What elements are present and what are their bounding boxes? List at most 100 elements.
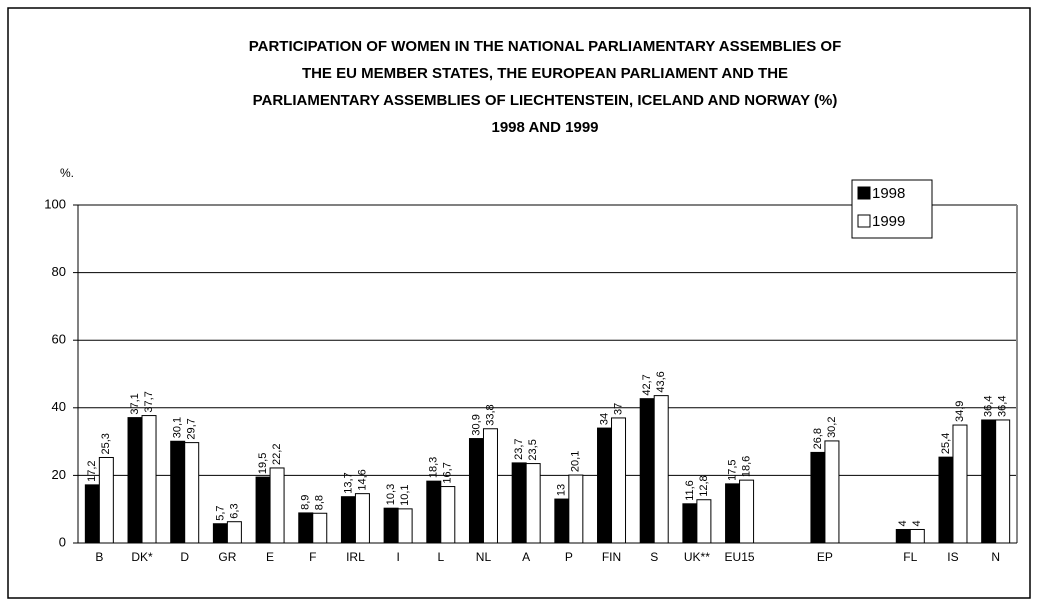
value-label: 22,2 — [271, 444, 283, 465]
x-tick-label: UK** — [684, 550, 710, 564]
y-tick-label: 0 — [59, 534, 66, 549]
value-label: 4 — [897, 520, 909, 526]
value-label: 5,7 — [214, 505, 226, 520]
chart-title: PARTICIPATION OF WOMEN IN THE NATIONAL P… — [249, 38, 842, 55]
bar — [298, 512, 314, 544]
x-tick-label: FL — [903, 550, 917, 564]
x-tick-label: B — [95, 550, 103, 564]
value-label: 33,8 — [484, 404, 496, 425]
x-tick-label: I — [396, 550, 399, 564]
bar — [568, 474, 584, 544]
x-tick-label: IRL — [346, 550, 365, 564]
y-tick-label: 20 — [52, 467, 66, 482]
value-label: 26,8 — [812, 428, 824, 449]
value-label: 34 — [598, 413, 610, 425]
value-label: 18,6 — [740, 456, 752, 477]
y-tick-label: 80 — [52, 264, 66, 279]
bar — [226, 521, 242, 544]
x-tick-label: NL — [476, 550, 492, 564]
bar — [696, 499, 712, 544]
x-tick-label: E — [266, 550, 274, 564]
value-label: 16,7 — [442, 462, 454, 483]
bar — [184, 442, 200, 544]
bar — [725, 483, 741, 544]
value-label: 10,3 — [385, 484, 397, 505]
bar — [269, 467, 285, 544]
value-label: 4 — [911, 520, 923, 526]
bar — [981, 419, 997, 544]
bar — [952, 424, 968, 544]
y-tick-label: 100 — [44, 196, 66, 211]
bar — [611, 417, 627, 544]
bar — [554, 498, 570, 544]
legend-label: 1998 — [872, 185, 905, 202]
value-label: 6,3 — [228, 503, 240, 518]
value-label: 19,5 — [257, 453, 269, 474]
chart-title: THE EU MEMBER STATES, THE EUROPEAN PARLI… — [302, 65, 788, 82]
value-label: 25,4 — [940, 433, 952, 454]
bar — [739, 479, 755, 544]
value-label: 12,8 — [698, 475, 710, 496]
bar — [383, 507, 399, 544]
x-tick-label: IS — [947, 550, 958, 564]
value-label: 18,3 — [428, 457, 440, 478]
value-label: 42,7 — [641, 374, 653, 395]
y-tick-label: 40 — [52, 399, 66, 414]
value-label: 20,1 — [570, 451, 582, 472]
value-label: 37,1 — [129, 393, 141, 414]
bar — [440, 486, 456, 544]
bar — [127, 417, 143, 544]
bar — [482, 428, 498, 544]
bar — [938, 456, 954, 544]
value-label: 8,9 — [300, 495, 312, 510]
value-label: 29,7 — [186, 418, 198, 439]
value-label: 17,2 — [86, 460, 98, 481]
value-label: 34,9 — [954, 401, 966, 422]
x-tick-label: FIN — [602, 550, 621, 564]
value-label: 14,6 — [356, 469, 368, 490]
value-label: 30,1 — [172, 417, 184, 438]
bar — [426, 480, 442, 544]
x-tick-label: P — [565, 550, 573, 564]
value-label: 13,7 — [342, 472, 354, 493]
bar — [312, 512, 328, 544]
value-label: 30,9 — [470, 414, 482, 435]
bar — [995, 419, 1011, 544]
chart-title: PARLIAMENTARY ASSEMBLIES OF LIECHTENSTEI… — [253, 92, 838, 109]
value-label: 30,2 — [826, 417, 838, 438]
legend-label: 1999 — [872, 213, 905, 230]
x-tick-label: EP — [817, 550, 833, 564]
x-tick-label: L — [437, 550, 444, 564]
bar — [525, 463, 541, 544]
bar — [895, 528, 911, 544]
value-label: 36,4 — [997, 396, 1009, 417]
value-label: 10,1 — [399, 484, 411, 505]
legend-swatch — [857, 186, 871, 200]
bar — [909, 528, 925, 544]
legend-swatch — [857, 214, 871, 228]
bar — [212, 523, 228, 544]
bar — [340, 496, 356, 544]
bar — [824, 440, 840, 544]
bar — [354, 493, 370, 544]
value-label: 43,6 — [655, 371, 667, 392]
value-label: 23,7 — [513, 438, 525, 459]
bar — [682, 503, 698, 544]
value-label: 37,7 — [143, 391, 155, 412]
x-tick-label: N — [991, 550, 1000, 564]
bar — [810, 451, 826, 544]
x-tick-label: A — [522, 550, 530, 564]
bar — [84, 484, 100, 544]
x-tick-label: DK* — [131, 550, 153, 564]
value-label: 8,8 — [314, 495, 326, 510]
value-label: 23,5 — [527, 439, 539, 460]
value-label: 36,4 — [983, 396, 995, 417]
value-label: 25,3 — [100, 433, 112, 454]
bar — [468, 438, 484, 544]
value-label: 11,6 — [684, 480, 696, 501]
value-label: 37 — [612, 403, 624, 415]
bar — [397, 508, 413, 544]
x-tick-label: GR — [218, 550, 236, 564]
value-label: 17,5 — [726, 459, 738, 480]
